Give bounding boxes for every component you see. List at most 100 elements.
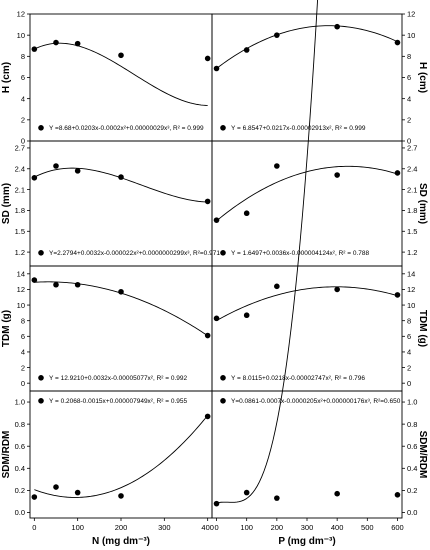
- y-tick-label: 8: [407, 52, 411, 61]
- y-tick-label: 2.7: [15, 144, 25, 153]
- data-point: [334, 23, 340, 30]
- panel-frame: [29, 13, 213, 142]
- y-tick-label: 4: [21, 348, 25, 357]
- y-tick-label: 10: [407, 31, 415, 40]
- data-point: [31, 175, 38, 181]
- y-tick-label: 0.0: [15, 508, 25, 517]
- y-tick-label: 1.2: [15, 248, 25, 257]
- x-tick-label: 0: [214, 523, 218, 532]
- data-point: [204, 413, 211, 420]
- data-point: [243, 312, 250, 319]
- y-tick-label: 2.4: [15, 164, 25, 173]
- y-tick-label: 1.0: [15, 398, 25, 407]
- data-point: [394, 292, 401, 298]
- data-point: [204, 198, 211, 205]
- fit-curve: [216, 25, 398, 69]
- x-tick-label: 400: [331, 523, 344, 532]
- y-tick-label: 6: [21, 73, 25, 82]
- data-point: [53, 281, 59, 288]
- panel-frame: [29, 140, 213, 267]
- y-tick-label: 10: [407, 301, 415, 310]
- equation-label: Y = 6.8547+0.0217x-0.00002913x², R² = 0.…: [231, 125, 366, 132]
- y-tick-label: 0.8: [407, 420, 417, 429]
- x-axis-title: P (mg dm⁻³): [278, 536, 335, 547]
- y-axis-title: SDM/RDM: [1, 431, 12, 479]
- panel-frame: [211, 390, 403, 519]
- y-tick-label: 10: [17, 301, 25, 310]
- y-tick-label: 2: [407, 363, 411, 372]
- y-axis-title: SD (mm): [417, 183, 428, 224]
- data-point: [74, 40, 81, 47]
- data-point: [243, 210, 250, 217]
- data-point: [334, 490, 340, 497]
- x-tick-label: 500: [361, 523, 374, 532]
- x-tick-label: 300: [301, 523, 314, 532]
- data-point: [243, 489, 250, 496]
- y-tick-label: 0.0: [407, 508, 417, 517]
- y-tick-label: 1.5: [15, 227, 25, 236]
- panel-H-P: 0 2 4 6 8 10 12 H (cm) Y = 6.8547+0.0217x-0.0000…: [211, 10, 428, 146]
- x-tick-label: 600: [391, 523, 404, 532]
- panel-frame: [211, 265, 403, 392]
- y-tick-label: 0.4: [15, 464, 25, 473]
- y-tick-label: 2: [407, 116, 411, 125]
- y-tick-label: 14: [407, 270, 415, 279]
- y-tick-label: 2.4: [407, 164, 417, 173]
- data-point: [394, 492, 401, 498]
- y-tick-label: 1.5: [407, 227, 417, 236]
- y-axis-title: TDM (g): [1, 310, 12, 347]
- data-point: [204, 332, 211, 339]
- y-tick-label: 0.2: [407, 486, 417, 495]
- fit-curve: [34, 42, 208, 106]
- x-tick-label: 200: [271, 523, 284, 532]
- y-tick-label: 12: [407, 285, 415, 294]
- legend-marker: [220, 125, 226, 131]
- y-tick-label: 2: [21, 363, 25, 372]
- x-tick-label: 100: [71, 523, 84, 532]
- data-point: [213, 217, 220, 223]
- equation-label: Y=0.0861-0.0007x-0.0000205x²+0.000000176…: [231, 398, 401, 405]
- data-point: [118, 174, 124, 180]
- data-point: [213, 500, 220, 507]
- data-point: [274, 163, 280, 169]
- legend-marker: [220, 375, 226, 381]
- x-tick-label: 300: [158, 523, 171, 532]
- x-tick-label: 100: [240, 523, 253, 532]
- y-tick-label: 14: [17, 270, 25, 279]
- data-point: [274, 495, 280, 501]
- y-tick-label: 0.2: [15, 486, 25, 495]
- data-point: [74, 489, 81, 496]
- fit-curve: [34, 415, 209, 498]
- equation-label: Y = 1.6497+0.0036x-0.000004124x², R² = 0…: [231, 250, 369, 257]
- data-point: [274, 283, 280, 290]
- panel-TDM-N: 0 2 4 6 8 10 12 14 TDM (g) Y = 12.9210+0.0032x-0.…: [1, 265, 213, 392]
- y-tick-label: 12: [17, 10, 25, 19]
- y-tick-label: 1.0: [407, 398, 417, 407]
- data-point: [53, 163, 59, 169]
- y-tick-label: 0.4: [407, 464, 417, 473]
- y-tick-label: 0.8: [15, 420, 25, 429]
- y-tick-label: 4: [21, 94, 25, 103]
- x-axis-title: N (mg dm⁻³): [92, 536, 150, 547]
- panel-SD-P: 1.2 1.5 1.8 2.1 2.4 2.7 SD (mm) Y = 1.6497+0.00…: [211, 140, 428, 267]
- y-axis-title: SD (mm): [1, 183, 12, 224]
- panel-frame: [211, 13, 403, 142]
- data-point: [118, 52, 124, 59]
- y-tick-label: 6: [21, 332, 25, 341]
- y-tick-label: 12: [407, 10, 415, 19]
- equation-label: Y = 0.2068-0.0015x+0.000007949x², R² = 0…: [49, 398, 187, 405]
- equation-label: Y =8.68+0.0203x-0.0002x²+0.00000029x³, R…: [49, 125, 204, 132]
- panel-SD-N: 1.2 1.5 1.8 2.1 2.4 2.7 SD (mm) Y=2.2794+0.0032…: [1, 140, 220, 267]
- data-point: [31, 46, 38, 52]
- y-tick-label: 2.1: [407, 185, 417, 194]
- y-tick-label: 6: [407, 332, 411, 341]
- y-tick-label: 0: [407, 379, 411, 388]
- panel-frame: [29, 390, 213, 519]
- y-tick-label: 6: [407, 73, 411, 82]
- legend-marker: [38, 398, 44, 404]
- data-point: [74, 168, 81, 174]
- data-point: [213, 315, 220, 322]
- y-axis-title: H (cm): [1, 62, 12, 93]
- data-point: [118, 493, 124, 499]
- legend-marker: [220, 398, 226, 404]
